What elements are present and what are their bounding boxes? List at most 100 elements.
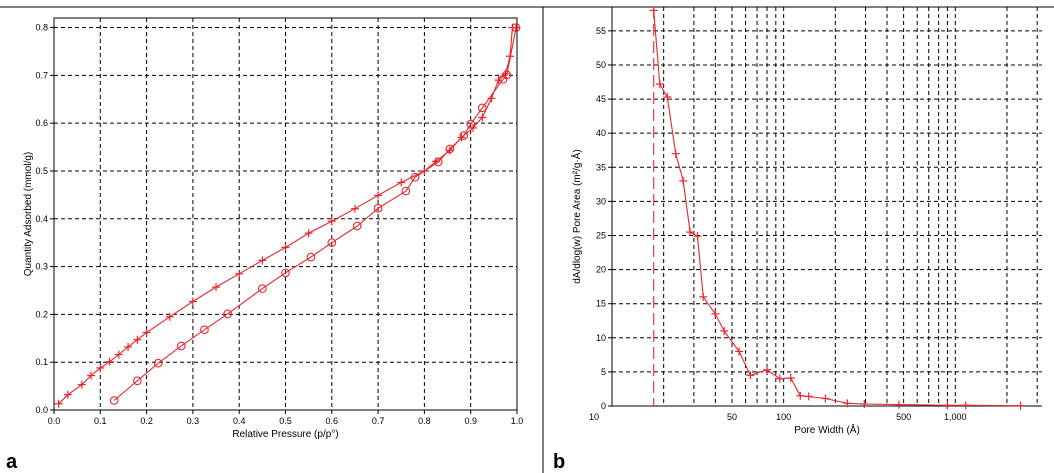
a-y-tick-label: 0.6 bbox=[35, 118, 48, 128]
a-y-tick-label: 0.5 bbox=[35, 166, 48, 176]
b-series-0-point bbox=[655, 80, 664, 89]
b-series-0-point bbox=[746, 371, 755, 380]
b-y-tick-label: 20 bbox=[596, 265, 606, 275]
a-series-1-point bbox=[477, 103, 487, 113]
panel-a-x-axis-label: Relative Pressure (p/p°) bbox=[232, 429, 338, 440]
b-series-0-point bbox=[1016, 401, 1025, 410]
b-y-tick-label: 5 bbox=[601, 367, 606, 377]
b-series-0-point bbox=[860, 399, 869, 408]
b-series-0-point bbox=[786, 374, 795, 383]
a-series-0-point bbox=[77, 380, 86, 389]
a-series-0-point bbox=[235, 269, 244, 278]
a-x-tick-label: 0.5 bbox=[279, 416, 292, 426]
a-series-1-point bbox=[401, 186, 411, 196]
a-series-1-point bbox=[327, 238, 337, 248]
b-series-0-point bbox=[763, 365, 772, 374]
a-x-tick-label: 0.2 bbox=[140, 416, 153, 426]
a-series-1-line bbox=[113, 27, 517, 401]
a-series-0-point bbox=[133, 335, 142, 344]
panel-b-letter: b bbox=[553, 451, 565, 473]
b-series-0-point bbox=[895, 400, 904, 409]
a-series-1-point bbox=[153, 358, 163, 368]
b-series-0-point bbox=[711, 309, 720, 318]
b-series-0-point bbox=[961, 401, 970, 410]
b-y-tick-label: 50 bbox=[596, 60, 606, 70]
a-series-0-point bbox=[350, 204, 359, 213]
a-series-1-point bbox=[306, 252, 316, 262]
b-series-0-point bbox=[686, 228, 695, 237]
a-series-0-point bbox=[212, 283, 221, 292]
panel-b-y-axis-label: dA/dlog(w) Pore Area (m²/g·Å) bbox=[570, 149, 583, 284]
a-series-0-point bbox=[114, 350, 123, 359]
a-series-1-point bbox=[223, 309, 232, 319]
a-y-tick-label: 0.8 bbox=[35, 23, 48, 33]
b-series-0-point bbox=[663, 93, 672, 102]
panel-a-letter: a bbox=[6, 451, 18, 473]
a-series-0-point bbox=[327, 217, 336, 226]
panel-b-series bbox=[649, 6, 1025, 410]
b-series-0-point bbox=[735, 347, 744, 356]
a-series-1-point bbox=[373, 203, 383, 213]
a-series-0-point bbox=[478, 113, 487, 122]
a-x-tick-label: 1.0 bbox=[511, 416, 524, 426]
a-series-0-point bbox=[304, 229, 313, 238]
a-y-tick-label: 0.2 bbox=[35, 309, 48, 319]
b-y-tick-label: 45 bbox=[596, 94, 606, 104]
panel-a-grid bbox=[54, 18, 517, 410]
panel-b-plot-frame bbox=[608, 7, 1042, 407]
a-x-tick-label: 0.0 bbox=[48, 416, 61, 426]
b-y-tick-label: 30 bbox=[596, 196, 606, 206]
a-x-tick-label: 0.6 bbox=[326, 416, 339, 426]
a-y-tick-label: 0.1 bbox=[35, 357, 48, 367]
a-series-1-point bbox=[433, 157, 443, 167]
a-series-0-point bbox=[105, 357, 114, 366]
a-series-0-point bbox=[63, 390, 72, 399]
a-series-1-point bbox=[352, 221, 362, 231]
b-series-0-point bbox=[649, 6, 658, 15]
b-y-tick-label: 35 bbox=[596, 162, 606, 172]
b-series-0-point bbox=[693, 232, 702, 241]
a-series-1-point bbox=[200, 325, 209, 335]
a-x-tick-label: 0.8 bbox=[418, 416, 431, 426]
a-x-tick-label: 0.7 bbox=[372, 416, 385, 426]
a-series-0-point bbox=[281, 243, 290, 252]
a-series-1-point bbox=[502, 70, 512, 80]
b-series-0-point bbox=[720, 326, 729, 335]
b-y-tick-label: 10 bbox=[596, 333, 606, 343]
a-series-1-point bbox=[281, 268, 290, 278]
panel-a-isotherm-chart: 0.0 0.1 0.2 0.3 0.4 0.5 0.6 0.7 0.8 0.9 1.0 0.0 0.1 0… bbox=[6, 17, 523, 473]
b-series-0-point bbox=[699, 292, 708, 301]
panel-a-tick-labels: 0.0 0.1 0.2 0.3 0.4 0.5 0.6 0.7 0.8 0.9 1.0 0.0 0.1 0… bbox=[35, 23, 523, 426]
a-y-tick-label: 0.4 bbox=[35, 214, 48, 224]
b-y-tick-label: 0 bbox=[601, 401, 606, 411]
panel-b-tick-labels: 0 5 10 15 20 25 30 35 40 45 50 55 10 50 100 500 1,000 bbox=[589, 26, 967, 422]
panel-a-y-axis-label: Quantity Adsorbed (mmol/g) bbox=[23, 152, 34, 277]
a-x-tick-label: 0.1 bbox=[94, 416, 107, 426]
b-x-tick-label: 500 bbox=[896, 412, 911, 422]
a-series-0-point bbox=[188, 297, 197, 306]
panel-b-x-axis-label: Pore Width (Å) bbox=[794, 423, 860, 436]
a-series-1-point bbox=[258, 284, 267, 293]
b-x-tick-label: 1,000 bbox=[944, 412, 967, 422]
a-series-0-point bbox=[87, 371, 96, 380]
b-x-tick-label: 10 bbox=[589, 412, 599, 422]
a-series-1-point bbox=[459, 131, 469, 140]
b-series-0-line bbox=[653, 10, 1021, 407]
a-series-0-point bbox=[374, 191, 383, 200]
a-series-1-point bbox=[445, 144, 455, 154]
b-series-0-point bbox=[804, 392, 813, 401]
a-series-0-point bbox=[494, 76, 503, 85]
b-y-tick-label: 55 bbox=[596, 26, 606, 36]
b-y-tick-label: 15 bbox=[596, 299, 606, 309]
a-series-0-point bbox=[124, 342, 133, 351]
b-series-0-point bbox=[796, 391, 805, 400]
a-y-tick-label: 0.0 bbox=[35, 405, 48, 415]
panel-a-plot-frame bbox=[50, 17, 518, 414]
b-series-0-point bbox=[943, 401, 952, 410]
panel-a-series bbox=[54, 23, 521, 408]
a-series-1-point bbox=[132, 376, 142, 386]
a-y-tick-label: 0.3 bbox=[35, 262, 48, 272]
b-series-0-point bbox=[671, 149, 680, 158]
b-series-0-point bbox=[821, 394, 830, 403]
